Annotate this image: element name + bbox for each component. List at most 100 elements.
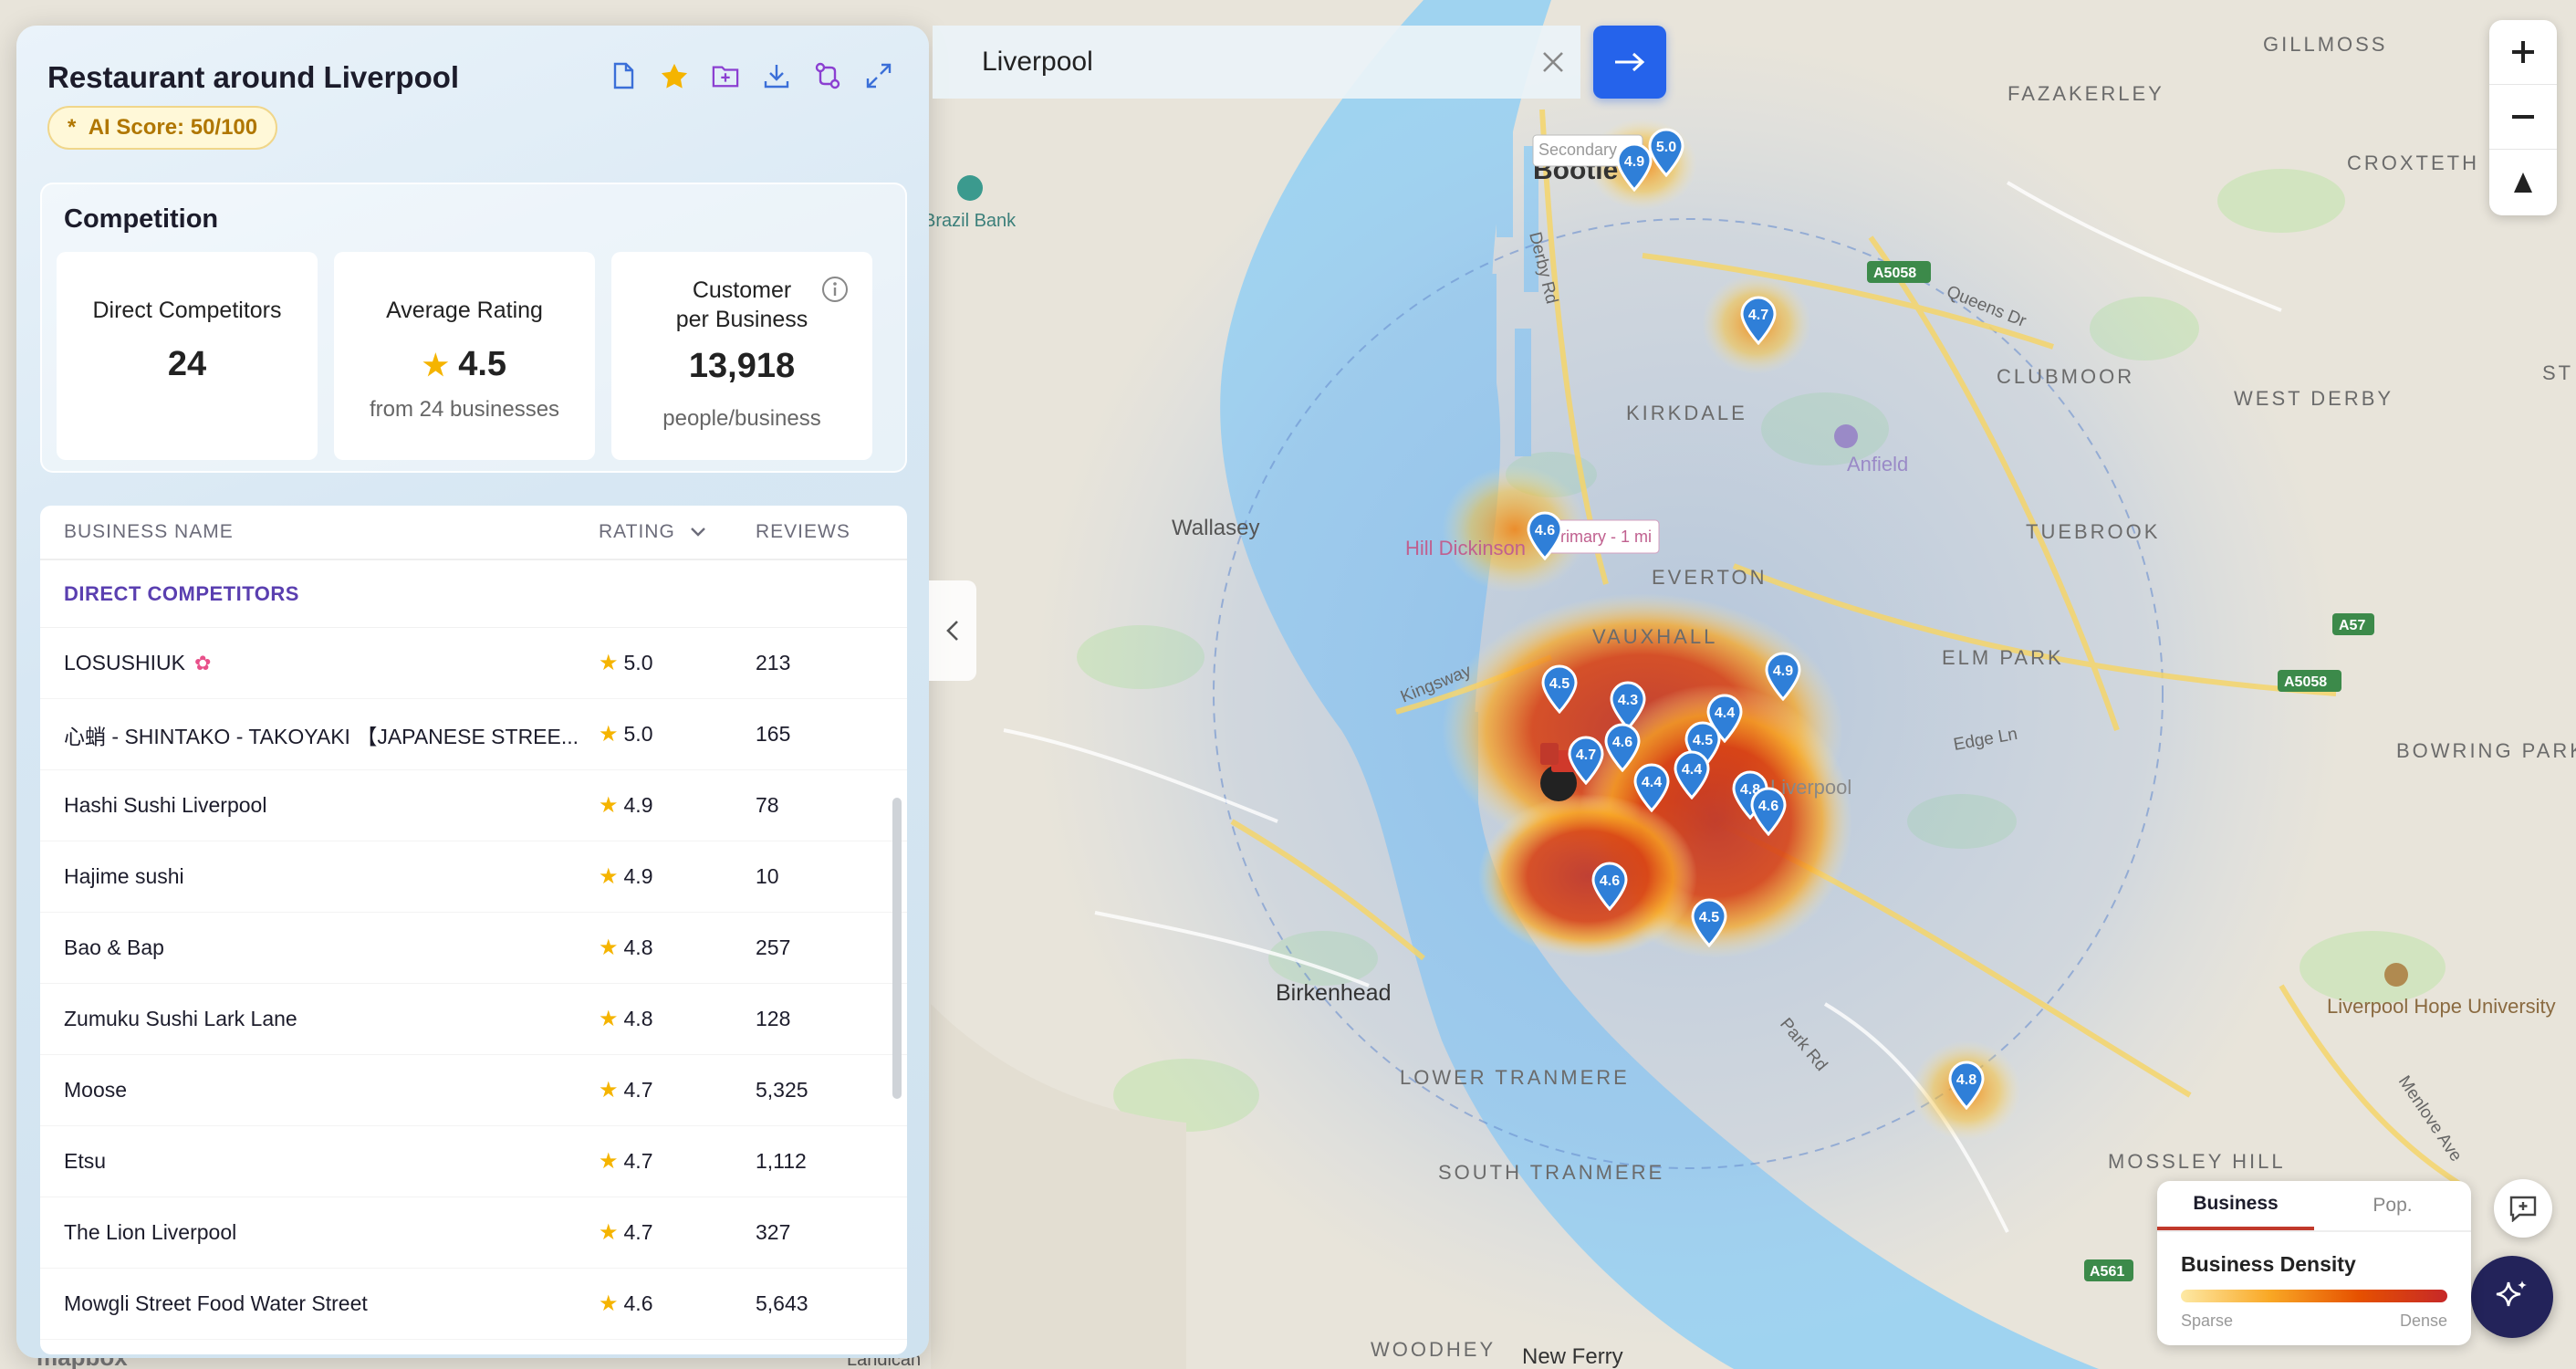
customer-per-business-card: Customer per Business 13,918 people/busin…	[611, 252, 872, 460]
table-row[interactable]: 心蛸 - SHINTAKO - TAKOYAKI 【JAPANESE STREE…	[40, 699, 907, 770]
row-reviews: 5,643	[756, 1291, 808, 1315]
map-pin[interactable]: 4.5	[1539, 664, 1580, 715]
table-row[interactable]: LOSUSHIUK ✿ ★ 5.0 213	[40, 628, 907, 699]
legend-low-label: Sparse	[2181, 1312, 2234, 1330]
average-rating-value: 4.5	[458, 345, 507, 383]
ai-score-text: AI Score: 50/100	[88, 115, 258, 140]
star-icon: ★	[599, 1078, 619, 1103]
zoom-controls	[2489, 20, 2557, 215]
header-rating[interactable]: RATING	[599, 521, 756, 543]
feedback-button[interactable]	[2494, 1179, 2552, 1238]
row-reviews: 213	[756, 651, 791, 674]
star-icon: ★	[599, 722, 619, 747]
map-pin[interactable]: 4.6	[1602, 723, 1643, 773]
pin-rating: 4.9	[1773, 664, 1793, 679]
zoom-in-button[interactable]	[2489, 20, 2557, 85]
close-icon[interactable]	[1540, 49, 1566, 75]
map-pin[interactable]: 4.7	[1566, 736, 1606, 786]
folder-add-icon[interactable]	[712, 62, 739, 89]
pin-rating: 4.5	[1699, 910, 1719, 925]
compass-icon	[2514, 172, 2532, 193]
ai-assistant-button[interactable]	[2471, 1256, 2553, 1338]
star-icon: ★	[599, 935, 619, 960]
pin-rating: 4.3	[1618, 693, 1638, 708]
map-pin[interactable]: 4.9	[1763, 652, 1803, 702]
map-pin[interactable]: 4.4	[1672, 750, 1712, 800]
table-row[interactable]: Hajime sushi ★ 4.9 10	[40, 841, 907, 913]
results-panel: Restaurant around Liverpool * AI Score: …	[16, 26, 929, 1358]
document-icon[interactable]	[610, 62, 637, 89]
scrollbar[interactable]	[892, 798, 902, 1099]
table-row[interactable]: Moose ★ 4.7 5,325	[40, 1055, 907, 1126]
section-direct-competitors: DIRECT COMPETITORS	[40, 560, 907, 628]
tab-population[interactable]: Pop.	[2373, 1195, 2413, 1216]
label-kirkdale: KIRKDALE	[1626, 402, 1747, 424]
zoom-out-button[interactable]	[2489, 85, 2557, 150]
table-row[interactable]: Zumuku Sushi Lark Lane ★ 4.8 128	[40, 984, 907, 1055]
direct-competitors-card: Direct Competitors 24	[57, 252, 318, 460]
row-rating: 4.8	[623, 1007, 653, 1030]
table-row[interactable]: Hashi Sushi Liverpool ★ 4.9 78	[40, 770, 907, 841]
label-vauxhall: VAUXHALL	[1592, 625, 1717, 648]
table-row[interactable]: Bao & Bap ★ 4.8 257	[40, 913, 907, 984]
row-rating: 5.0	[623, 651, 653, 674]
label-everton: EVERTON	[1652, 566, 1768, 589]
row-reviews: 128	[756, 1007, 791, 1030]
row-business-name: The Lion Liverpool	[64, 1220, 237, 1244]
road-a561: A561	[2090, 1264, 2124, 1280]
map-pin[interactable]: 4.6	[1590, 862, 1630, 912]
table-row[interactable]: The Lion Liverpool ★ 4.7 327	[40, 1197, 907, 1269]
info-icon[interactable]	[821, 276, 849, 303]
star-icon: ★	[599, 1007, 619, 1031]
star-icon[interactable]	[661, 62, 688, 89]
label-elm-park: ELM PARK	[1942, 646, 2064, 669]
compare-icon[interactable]	[814, 62, 841, 89]
map-pin[interactable]: 4.9	[1614, 142, 1654, 193]
map-pin[interactable]: 4.6	[1525, 511, 1565, 561]
chevron-down-icon	[690, 528, 705, 537]
row-rating: 4.7	[623, 1078, 653, 1102]
row-rating: 4.9	[623, 793, 653, 817]
row-rating: 4.7	[623, 1220, 653, 1244]
collapse-panel-button[interactable]	[929, 580, 976, 681]
table-row[interactable]: Mowgli Street Food Water Street ★ 4.6 5,643	[40, 1269, 907, 1340]
header-business-name[interactable]: BUSINESS NAME	[64, 521, 234, 542]
row-rating: 4.8	[623, 935, 653, 959]
pin-rating: 4.6	[1600, 873, 1620, 889]
pin-rating: 4.7	[1748, 308, 1768, 323]
map-pin[interactable]: 4.7	[1738, 296, 1778, 346]
map-pin[interactable]: 5.0	[1646, 128, 1686, 178]
pin-rating: 4.5	[1549, 676, 1570, 692]
label-tuebrook: TUEBROOK	[2026, 520, 2160, 543]
customer-label-2: per Business	[675, 307, 808, 332]
label-croxteth: CROXTETH	[2347, 152, 2479, 174]
label-lower-tranmere: LOWER TRANMERE	[1400, 1066, 1630, 1089]
label-bowring: BOWRING PARK	[2396, 739, 2576, 762]
search-input[interactable]: Liverpool	[982, 47, 1093, 77]
label-hope-uni: Liverpool Hope University	[2327, 995, 2556, 1018]
row-business-name: Hashi Sushi Liverpool	[64, 793, 267, 817]
flower-badge-icon: ✿	[193, 652, 212, 674]
map-pin[interactable]: 4.5	[1689, 898, 1729, 948]
chevron-left-icon	[946, 621, 958, 641]
table-row[interactable]: Etsu ★ 4.7 1,112	[40, 1126, 907, 1197]
pin-rating: 4.4	[1682, 762, 1702, 778]
customer-per-business-value: 13,918	[688, 347, 796, 385]
compass-button[interactable]	[2489, 150, 2557, 214]
star-icon: ★	[599, 864, 619, 889]
map-pin[interactable]: 4.3	[1608, 681, 1648, 731]
expand-icon[interactable]	[865, 62, 892, 89]
minus-icon	[2512, 115, 2534, 119]
map-pin[interactable]: 4.8	[1946, 1061, 1987, 1111]
direct-competitors-value: 24	[167, 345, 207, 383]
map-pin[interactable]: 4.4	[1632, 763, 1672, 813]
tab-business[interactable]: Business	[2157, 1181, 2314, 1230]
download-icon[interactable]	[763, 62, 790, 89]
map-pin[interactable]: 4.6	[1748, 787, 1789, 837]
label-west-derby: WEST DERBY	[2234, 387, 2393, 410]
header-reviews[interactable]: REVIEWS	[756, 521, 850, 542]
label-primary: Primary - 1 mi	[1549, 528, 1652, 546]
search-go-button[interactable]	[1593, 26, 1666, 99]
chat-plus-icon	[2509, 1196, 2537, 1222]
star-icon: ★	[422, 349, 449, 381]
